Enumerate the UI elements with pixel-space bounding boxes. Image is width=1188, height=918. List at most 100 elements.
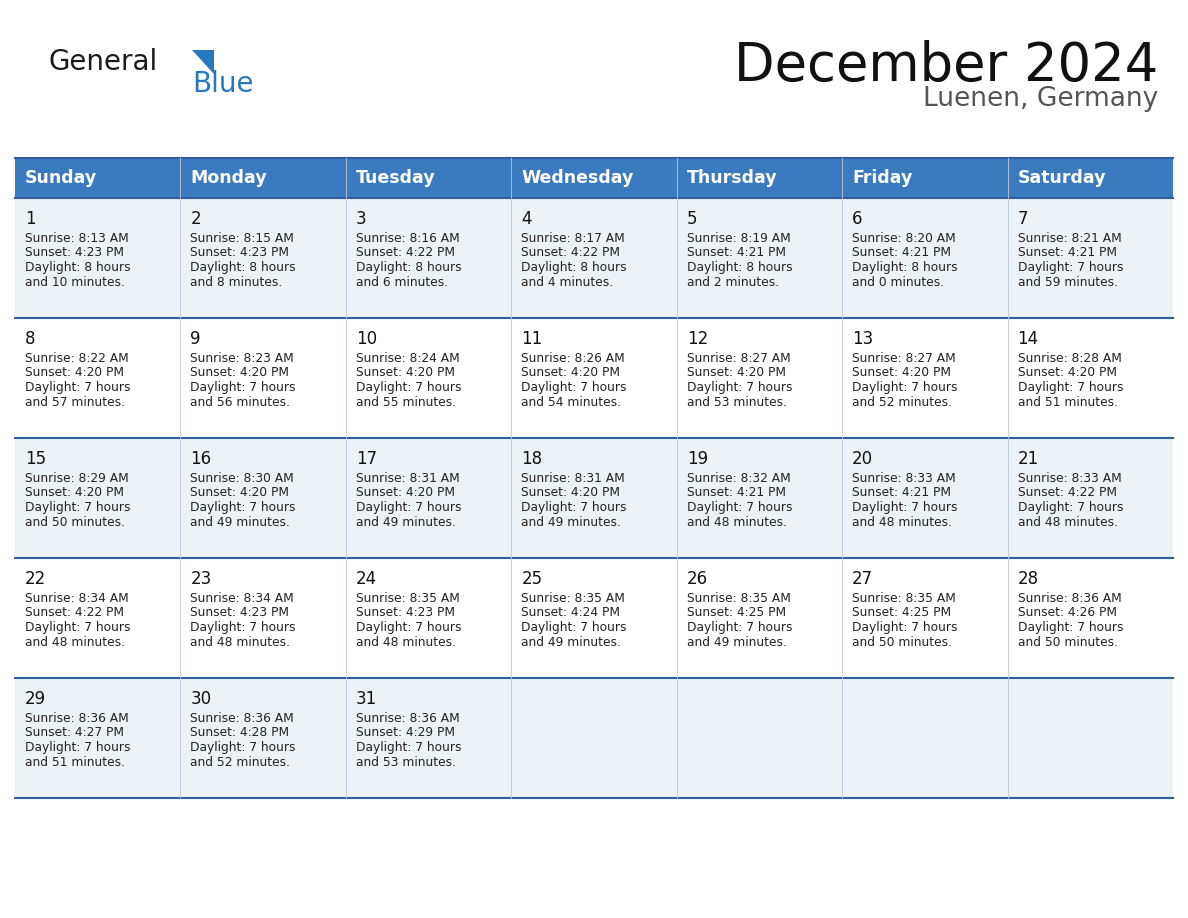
Bar <box>15 198 1173 318</box>
Text: Daylight: 7 hours: Daylight: 7 hours <box>522 501 627 514</box>
Text: 1: 1 <box>25 210 36 228</box>
Text: 25: 25 <box>522 570 543 588</box>
Text: Sunset: 4:21 PM: Sunset: 4:21 PM <box>1018 247 1117 260</box>
Text: Sunset: 4:20 PM: Sunset: 4:20 PM <box>25 366 124 379</box>
Text: Sunset: 4:20 PM: Sunset: 4:20 PM <box>190 366 290 379</box>
Text: Sunrise: 8:33 AM: Sunrise: 8:33 AM <box>1018 472 1121 485</box>
Text: and 52 minutes.: and 52 minutes. <box>852 396 952 409</box>
Text: Sunset: 4:20 PM: Sunset: 4:20 PM <box>687 366 785 379</box>
Text: and 55 minutes.: and 55 minutes. <box>356 396 456 409</box>
Text: 5: 5 <box>687 210 697 228</box>
Text: and 10 minutes.: and 10 minutes. <box>25 275 125 288</box>
Text: and 48 minutes.: and 48 minutes. <box>852 516 952 529</box>
Text: Sunset: 4:28 PM: Sunset: 4:28 PM <box>190 726 290 740</box>
Text: General: General <box>48 48 157 76</box>
Text: Daylight: 8 hours: Daylight: 8 hours <box>852 261 958 274</box>
Text: 23: 23 <box>190 570 211 588</box>
Text: Sunrise: 8:36 AM: Sunrise: 8:36 AM <box>190 712 295 725</box>
Text: Sunrise: 8:35 AM: Sunrise: 8:35 AM <box>356 592 460 605</box>
Text: Sunset: 4:21 PM: Sunset: 4:21 PM <box>852 247 952 260</box>
Bar <box>15 158 1173 198</box>
Text: Daylight: 7 hours: Daylight: 7 hours <box>852 501 958 514</box>
Text: 8: 8 <box>25 330 36 348</box>
Text: Sunrise: 8:30 AM: Sunrise: 8:30 AM <box>190 472 295 485</box>
Text: Daylight: 7 hours: Daylight: 7 hours <box>356 381 461 394</box>
Text: 14: 14 <box>1018 330 1038 348</box>
Text: 17: 17 <box>356 450 377 468</box>
Text: Daylight: 7 hours: Daylight: 7 hours <box>356 741 461 754</box>
Text: 29: 29 <box>25 690 46 708</box>
Text: Sunrise: 8:26 AM: Sunrise: 8:26 AM <box>522 352 625 365</box>
Text: 27: 27 <box>852 570 873 588</box>
Text: Monday: Monday <box>190 169 267 187</box>
Text: 31: 31 <box>356 690 377 708</box>
Text: and 8 minutes.: and 8 minutes. <box>190 275 283 288</box>
Text: Daylight: 7 hours: Daylight: 7 hours <box>25 741 131 754</box>
Polygon shape <box>192 50 214 74</box>
Text: Sunrise: 8:35 AM: Sunrise: 8:35 AM <box>852 592 956 605</box>
Text: Sunset: 4:23 PM: Sunset: 4:23 PM <box>356 607 455 620</box>
Text: Sunset: 4:22 PM: Sunset: 4:22 PM <box>356 247 455 260</box>
Text: Daylight: 7 hours: Daylight: 7 hours <box>356 501 461 514</box>
Text: and 52 minutes.: and 52 minutes. <box>190 756 290 768</box>
Text: Thursday: Thursday <box>687 169 777 187</box>
Text: Sunset: 4:20 PM: Sunset: 4:20 PM <box>190 487 290 499</box>
Text: 16: 16 <box>190 450 211 468</box>
Text: and 51 minutes.: and 51 minutes. <box>25 756 125 768</box>
Text: Sunset: 4:29 PM: Sunset: 4:29 PM <box>356 726 455 740</box>
Text: Daylight: 8 hours: Daylight: 8 hours <box>522 261 627 274</box>
Text: 19: 19 <box>687 450 708 468</box>
Text: Daylight: 7 hours: Daylight: 7 hours <box>1018 621 1123 634</box>
Text: 15: 15 <box>25 450 46 468</box>
Text: Sunset: 4:20 PM: Sunset: 4:20 PM <box>522 366 620 379</box>
Text: Daylight: 7 hours: Daylight: 7 hours <box>522 621 627 634</box>
Text: Sunrise: 8:34 AM: Sunrise: 8:34 AM <box>25 592 128 605</box>
Text: and 49 minutes.: and 49 minutes. <box>522 516 621 529</box>
Text: Daylight: 7 hours: Daylight: 7 hours <box>522 381 627 394</box>
Text: and 49 minutes.: and 49 minutes. <box>190 516 290 529</box>
Text: Daylight: 7 hours: Daylight: 7 hours <box>25 501 131 514</box>
Text: Sunrise: 8:21 AM: Sunrise: 8:21 AM <box>1018 232 1121 245</box>
Text: Sunset: 4:21 PM: Sunset: 4:21 PM <box>687 247 785 260</box>
Text: Sunset: 4:25 PM: Sunset: 4:25 PM <box>687 607 785 620</box>
Text: 22: 22 <box>25 570 46 588</box>
Text: Daylight: 7 hours: Daylight: 7 hours <box>190 621 296 634</box>
Text: Sunset: 4:22 PM: Sunset: 4:22 PM <box>25 607 124 620</box>
Text: Sunrise: 8:36 AM: Sunrise: 8:36 AM <box>356 712 460 725</box>
Text: Sunset: 4:20 PM: Sunset: 4:20 PM <box>852 366 952 379</box>
Text: Sunset: 4:20 PM: Sunset: 4:20 PM <box>522 487 620 499</box>
Text: Daylight: 7 hours: Daylight: 7 hours <box>25 621 131 634</box>
Text: Sunset: 4:20 PM: Sunset: 4:20 PM <box>356 366 455 379</box>
Text: Sunset: 4:23 PM: Sunset: 4:23 PM <box>190 247 290 260</box>
Text: 28: 28 <box>1018 570 1038 588</box>
Text: Daylight: 7 hours: Daylight: 7 hours <box>687 501 792 514</box>
Text: 26: 26 <box>687 570 708 588</box>
Text: and 48 minutes.: and 48 minutes. <box>25 635 125 648</box>
Bar <box>15 678 1173 798</box>
Text: Saturday: Saturday <box>1018 169 1106 187</box>
Text: Daylight: 7 hours: Daylight: 7 hours <box>687 621 792 634</box>
Text: Sunset: 4:22 PM: Sunset: 4:22 PM <box>522 247 620 260</box>
Text: and 56 minutes.: and 56 minutes. <box>190 396 290 409</box>
Text: Daylight: 8 hours: Daylight: 8 hours <box>190 261 296 274</box>
Text: Daylight: 8 hours: Daylight: 8 hours <box>687 261 792 274</box>
Text: Sunset: 4:26 PM: Sunset: 4:26 PM <box>1018 607 1117 620</box>
Text: and 4 minutes.: and 4 minutes. <box>522 275 613 288</box>
Text: 21: 21 <box>1018 450 1038 468</box>
Text: Wednesday: Wednesday <box>522 169 633 187</box>
Text: Daylight: 7 hours: Daylight: 7 hours <box>1018 381 1123 394</box>
Text: and 53 minutes.: and 53 minutes. <box>356 756 456 768</box>
Text: Daylight: 7 hours: Daylight: 7 hours <box>25 381 131 394</box>
Text: and 49 minutes.: and 49 minutes. <box>522 635 621 648</box>
Text: Sunset: 4:25 PM: Sunset: 4:25 PM <box>852 607 952 620</box>
Text: 20: 20 <box>852 450 873 468</box>
Text: and 50 minutes.: and 50 minutes. <box>25 516 125 529</box>
Text: Daylight: 7 hours: Daylight: 7 hours <box>687 381 792 394</box>
Text: Sunrise: 8:27 AM: Sunrise: 8:27 AM <box>687 352 790 365</box>
Text: Sunset: 4:21 PM: Sunset: 4:21 PM <box>852 487 952 499</box>
Text: and 48 minutes.: and 48 minutes. <box>1018 516 1118 529</box>
Text: Tuesday: Tuesday <box>356 169 436 187</box>
Text: Sunrise: 8:27 AM: Sunrise: 8:27 AM <box>852 352 956 365</box>
Text: Sunset: 4:21 PM: Sunset: 4:21 PM <box>687 487 785 499</box>
Bar <box>15 318 1173 438</box>
